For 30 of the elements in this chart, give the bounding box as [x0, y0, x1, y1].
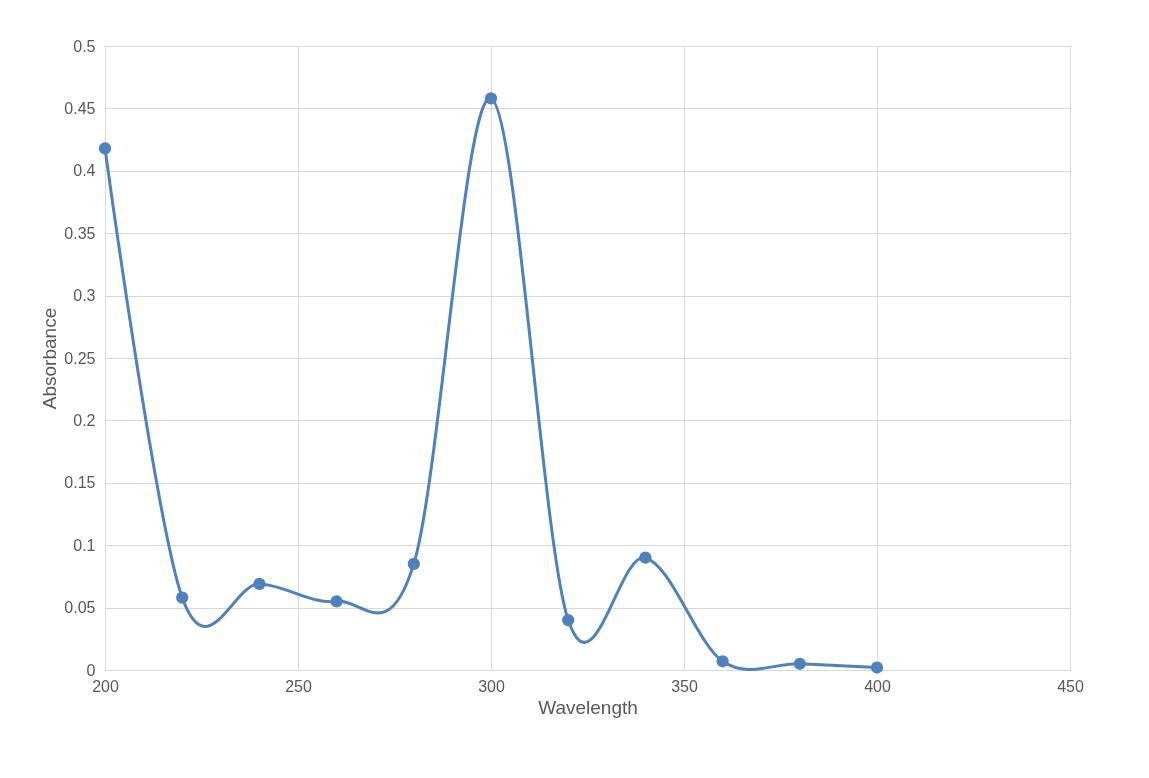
point	[793, 657, 806, 670]
y-tick-label: 0.1	[73, 536, 96, 554]
x-tick-label: 450	[1057, 677, 1084, 695]
point	[98, 142, 112, 155]
y-tick-label: 0.45	[64, 99, 96, 117]
y-tick-label: 0.3	[73, 287, 96, 305]
y-tick-label: 0.4	[73, 162, 96, 180]
x-axis-title: Wavelength	[538, 696, 638, 718]
point	[870, 661, 884, 674]
point	[562, 613, 575, 627]
y-tick-label: 0.35	[64, 224, 96, 242]
point	[716, 655, 729, 668]
point	[176, 591, 189, 604]
y-axis-title: Absorbance	[39, 307, 61, 410]
y-tick-label: 0.5	[73, 37, 96, 55]
point	[639, 551, 652, 564]
x-tick-label: 300	[478, 677, 505, 695]
point	[407, 557, 420, 571]
x-tick-label: 200	[92, 677, 119, 695]
x-tick-label: 400	[864, 677, 891, 695]
point	[484, 92, 498, 105]
x-tick-label: 350	[671, 677, 698, 695]
point	[330, 595, 343, 608]
x-tick-label: 250	[285, 677, 312, 695]
point	[253, 577, 266, 590]
y-tick-label: 0.15	[64, 474, 96, 492]
y-tick-label: 0.2	[73, 411, 96, 429]
y-tick-label: 0.05	[64, 599, 96, 617]
y-tick-label: 0	[86, 661, 96, 679]
y-tick-label: 0.25	[64, 349, 96, 367]
